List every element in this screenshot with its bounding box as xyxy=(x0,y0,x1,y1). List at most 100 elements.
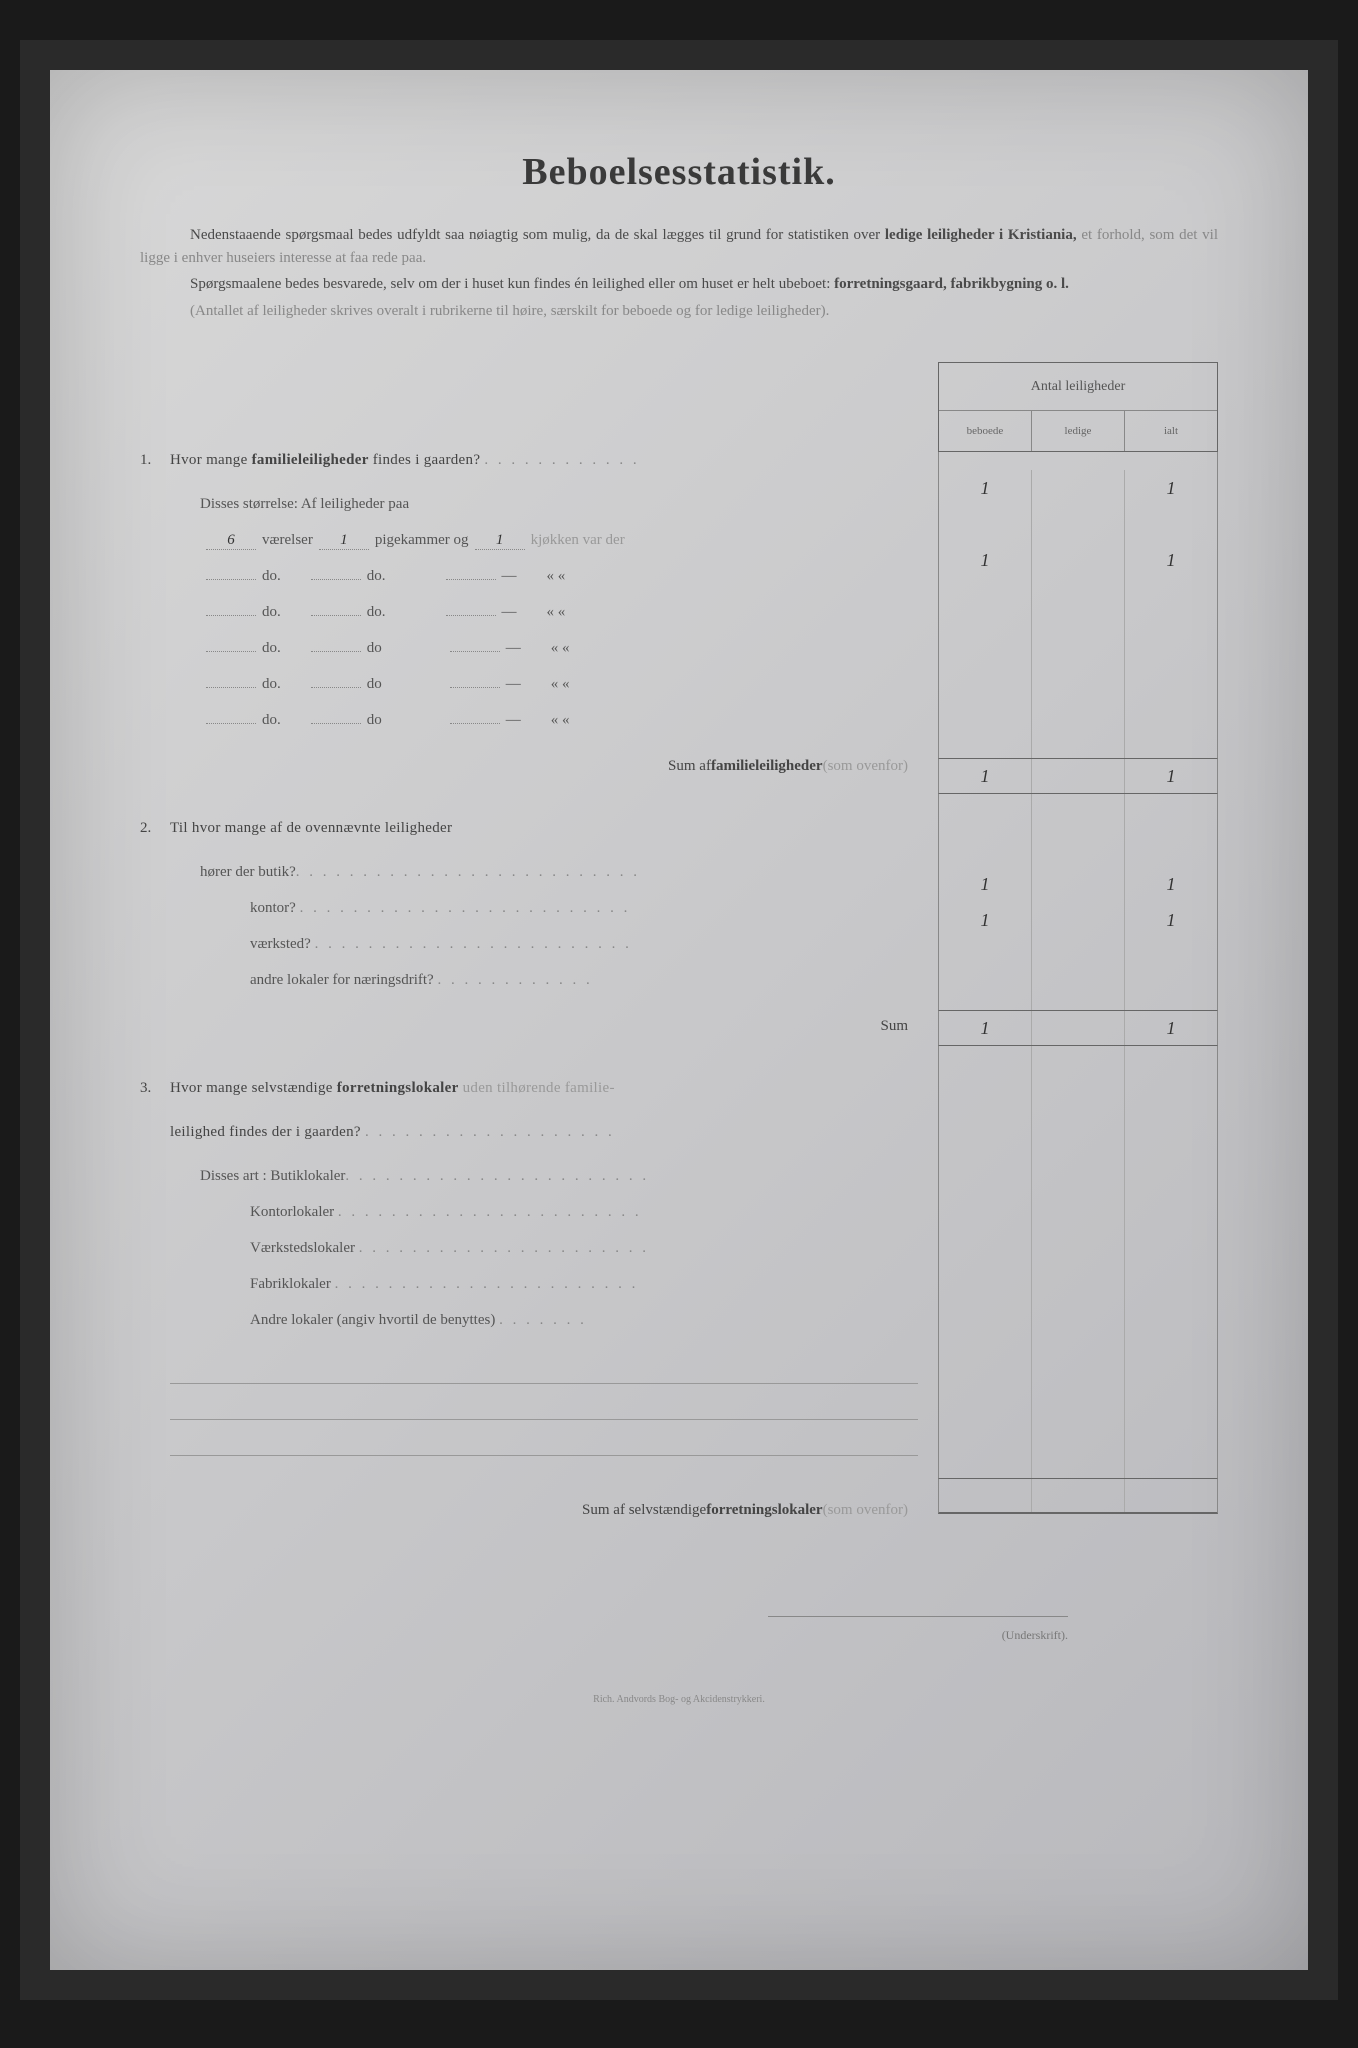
q1-text-bold: familieleiligheder xyxy=(252,452,369,468)
data-row xyxy=(938,578,1218,614)
signature-area: (Underskrift). xyxy=(140,1608,1218,1644)
data-row xyxy=(938,830,1218,866)
dots: . . . . . . . . . . . . . . . . . . . . … xyxy=(345,1168,649,1185)
question-1: 1. Hvor mange familieleiligheder findes … xyxy=(140,452,918,488)
ditto-marks: « « xyxy=(547,568,566,585)
q1-size-row-2: do. do. — « « xyxy=(140,568,918,604)
q2-vaerksted: værksted? . . . . . . . . . . . . . . . … xyxy=(140,936,918,972)
question-2: 2. Til hvor mange af de ovennævnte leili… xyxy=(140,820,918,856)
ditto-marks: « « xyxy=(551,712,570,729)
q1-text-start: Hvor mange xyxy=(170,452,252,468)
content-area: 1. Hvor mange familieleiligheder findes … xyxy=(140,362,1218,1528)
dots: . . . . . . . . . . . . xyxy=(437,972,592,988)
cell-value: 1 xyxy=(1125,866,1217,902)
q3-fabrik-label: Fabriklokaler xyxy=(250,1276,331,1292)
q3-text-start: Hvor mange selvstændige xyxy=(170,1080,337,1096)
cell-value: 1 xyxy=(939,759,1032,793)
data-row xyxy=(938,1370,1218,1406)
dots: . . . . . . . xyxy=(499,1312,587,1328)
cell-value xyxy=(1032,759,1125,793)
cell-value: 1 xyxy=(1125,470,1217,506)
q1-vaerelser-label: værelser xyxy=(262,532,313,549)
intro-text: Nedenstaaende spørgsmaal bedes udfyldt s… xyxy=(140,224,1218,322)
blank-field xyxy=(446,579,496,580)
dash: — xyxy=(506,640,521,657)
cell-value: 1 xyxy=(1125,902,1217,938)
q2-sum-label: Sum xyxy=(140,1008,918,1044)
sum-text-bold: familieleiligheder xyxy=(711,758,823,775)
data-row xyxy=(938,1334,1218,1370)
data-row xyxy=(938,974,1218,1010)
q2-butik: hører der butik? . . . . . . . . . . . .… xyxy=(140,864,918,900)
cell-value xyxy=(1032,1011,1125,1045)
ditto-marks: « « xyxy=(547,604,566,621)
dash: — xyxy=(506,712,521,729)
q3-butik: Disses art : Butiklokaler . . . . . . . … xyxy=(140,1168,918,1204)
sum-text-end: (som ovenfor) xyxy=(823,758,908,775)
data-row xyxy=(938,1082,1218,1118)
q2-andre-label: andre lokaler for næringsdrift? xyxy=(250,972,434,988)
blank-field xyxy=(311,579,361,580)
cell-empty xyxy=(939,506,1032,542)
sum-label: Sum xyxy=(880,1018,908,1035)
intro-p1-bold: ledige leiligheder i Kristiania, xyxy=(885,227,1077,243)
blank-field xyxy=(206,687,256,688)
cell-value: 1 xyxy=(939,470,1032,506)
cell-value: 1 xyxy=(1125,1011,1217,1045)
q1-size-label: Disses størrelse: Af leiligheder paa xyxy=(200,496,409,513)
cell-value: 1 xyxy=(1125,542,1217,578)
data-row xyxy=(938,686,1218,722)
sum-text-start: Sum af xyxy=(668,758,711,775)
ditto-marks: « « xyxy=(551,676,570,693)
data-row-q2-kontor: 1 1 xyxy=(938,902,1218,938)
dots: . . . . . . . . . . . . xyxy=(484,452,639,468)
sum-text-start: Sum af selvstændige xyxy=(582,1502,706,1519)
data-row xyxy=(938,1118,1218,1154)
dots: . . . . . . . . . . . . . . . . . . . xyxy=(365,1124,615,1140)
data-table: Antal leiligheder beboede ledige ialt 1 … xyxy=(938,362,1218,1528)
dots: . . . . . . . . . . . . . . . . . . . . … xyxy=(338,1204,642,1220)
data-row xyxy=(938,1226,1218,1262)
dots: . . . . . . . . . . . . . . . . . . . . … xyxy=(300,900,631,916)
data-row xyxy=(938,1046,1218,1082)
q3-kontor: Kontorlokaler . . . . . . . . . . . . . … xyxy=(140,1204,918,1240)
do-label: do xyxy=(367,712,382,729)
q1-pigekammer-value: 1 xyxy=(319,532,369,550)
data-row-q2-butik: 1 1 xyxy=(938,866,1218,902)
scan-frame: Beboelsesstatistik. Nedenstaaende spørgs… xyxy=(20,40,1338,2000)
blank-field xyxy=(311,651,361,652)
blank-field xyxy=(206,615,256,616)
q3-text-line2: leilighed findes der i gaarden? xyxy=(170,1124,361,1140)
cell-value: 1 xyxy=(939,902,1032,938)
cell-value: 1 xyxy=(939,866,1032,902)
dots: . . . . . . . . . . . . . . . . . . . . … xyxy=(296,864,640,881)
dash: — xyxy=(502,568,517,585)
q1-size-row-6: do. do — « « xyxy=(140,712,918,748)
do-label: do xyxy=(367,640,382,657)
q2-andre: andre lokaler for næringsdrift? . . . . … xyxy=(140,972,918,1008)
blank-field xyxy=(311,723,361,724)
cell-value xyxy=(1032,470,1125,506)
cell-empty xyxy=(1032,506,1125,542)
data-row xyxy=(938,1190,1218,1226)
data-row xyxy=(938,938,1218,974)
do-label: do. xyxy=(262,604,281,621)
blank-field xyxy=(450,723,500,724)
blank-field xyxy=(206,651,256,652)
sum-text-end: (som ovenfor) xyxy=(823,1502,908,1519)
q1-number: 1. xyxy=(140,452,170,469)
do-label: do. xyxy=(262,676,281,693)
do-label: do xyxy=(367,676,382,693)
cell-empty xyxy=(1125,506,1217,542)
blank-field xyxy=(206,579,256,580)
cell-value: 1 xyxy=(939,542,1032,578)
q2-butik-label: hører der butik? xyxy=(200,864,296,881)
data-row-size1: 1 1 xyxy=(938,542,1218,578)
q1-size-row-1: 6 værelser 1 pigekammer og 1 kjøkken var… xyxy=(140,532,918,568)
blank-line xyxy=(170,1384,918,1420)
q3-number: 3. xyxy=(140,1080,170,1097)
blank-field xyxy=(206,723,256,724)
q3-butik-label: Disses art : Butiklokaler xyxy=(200,1168,345,1185)
cell-empty xyxy=(1032,1479,1125,1512)
cell-empty xyxy=(939,1479,1032,1512)
